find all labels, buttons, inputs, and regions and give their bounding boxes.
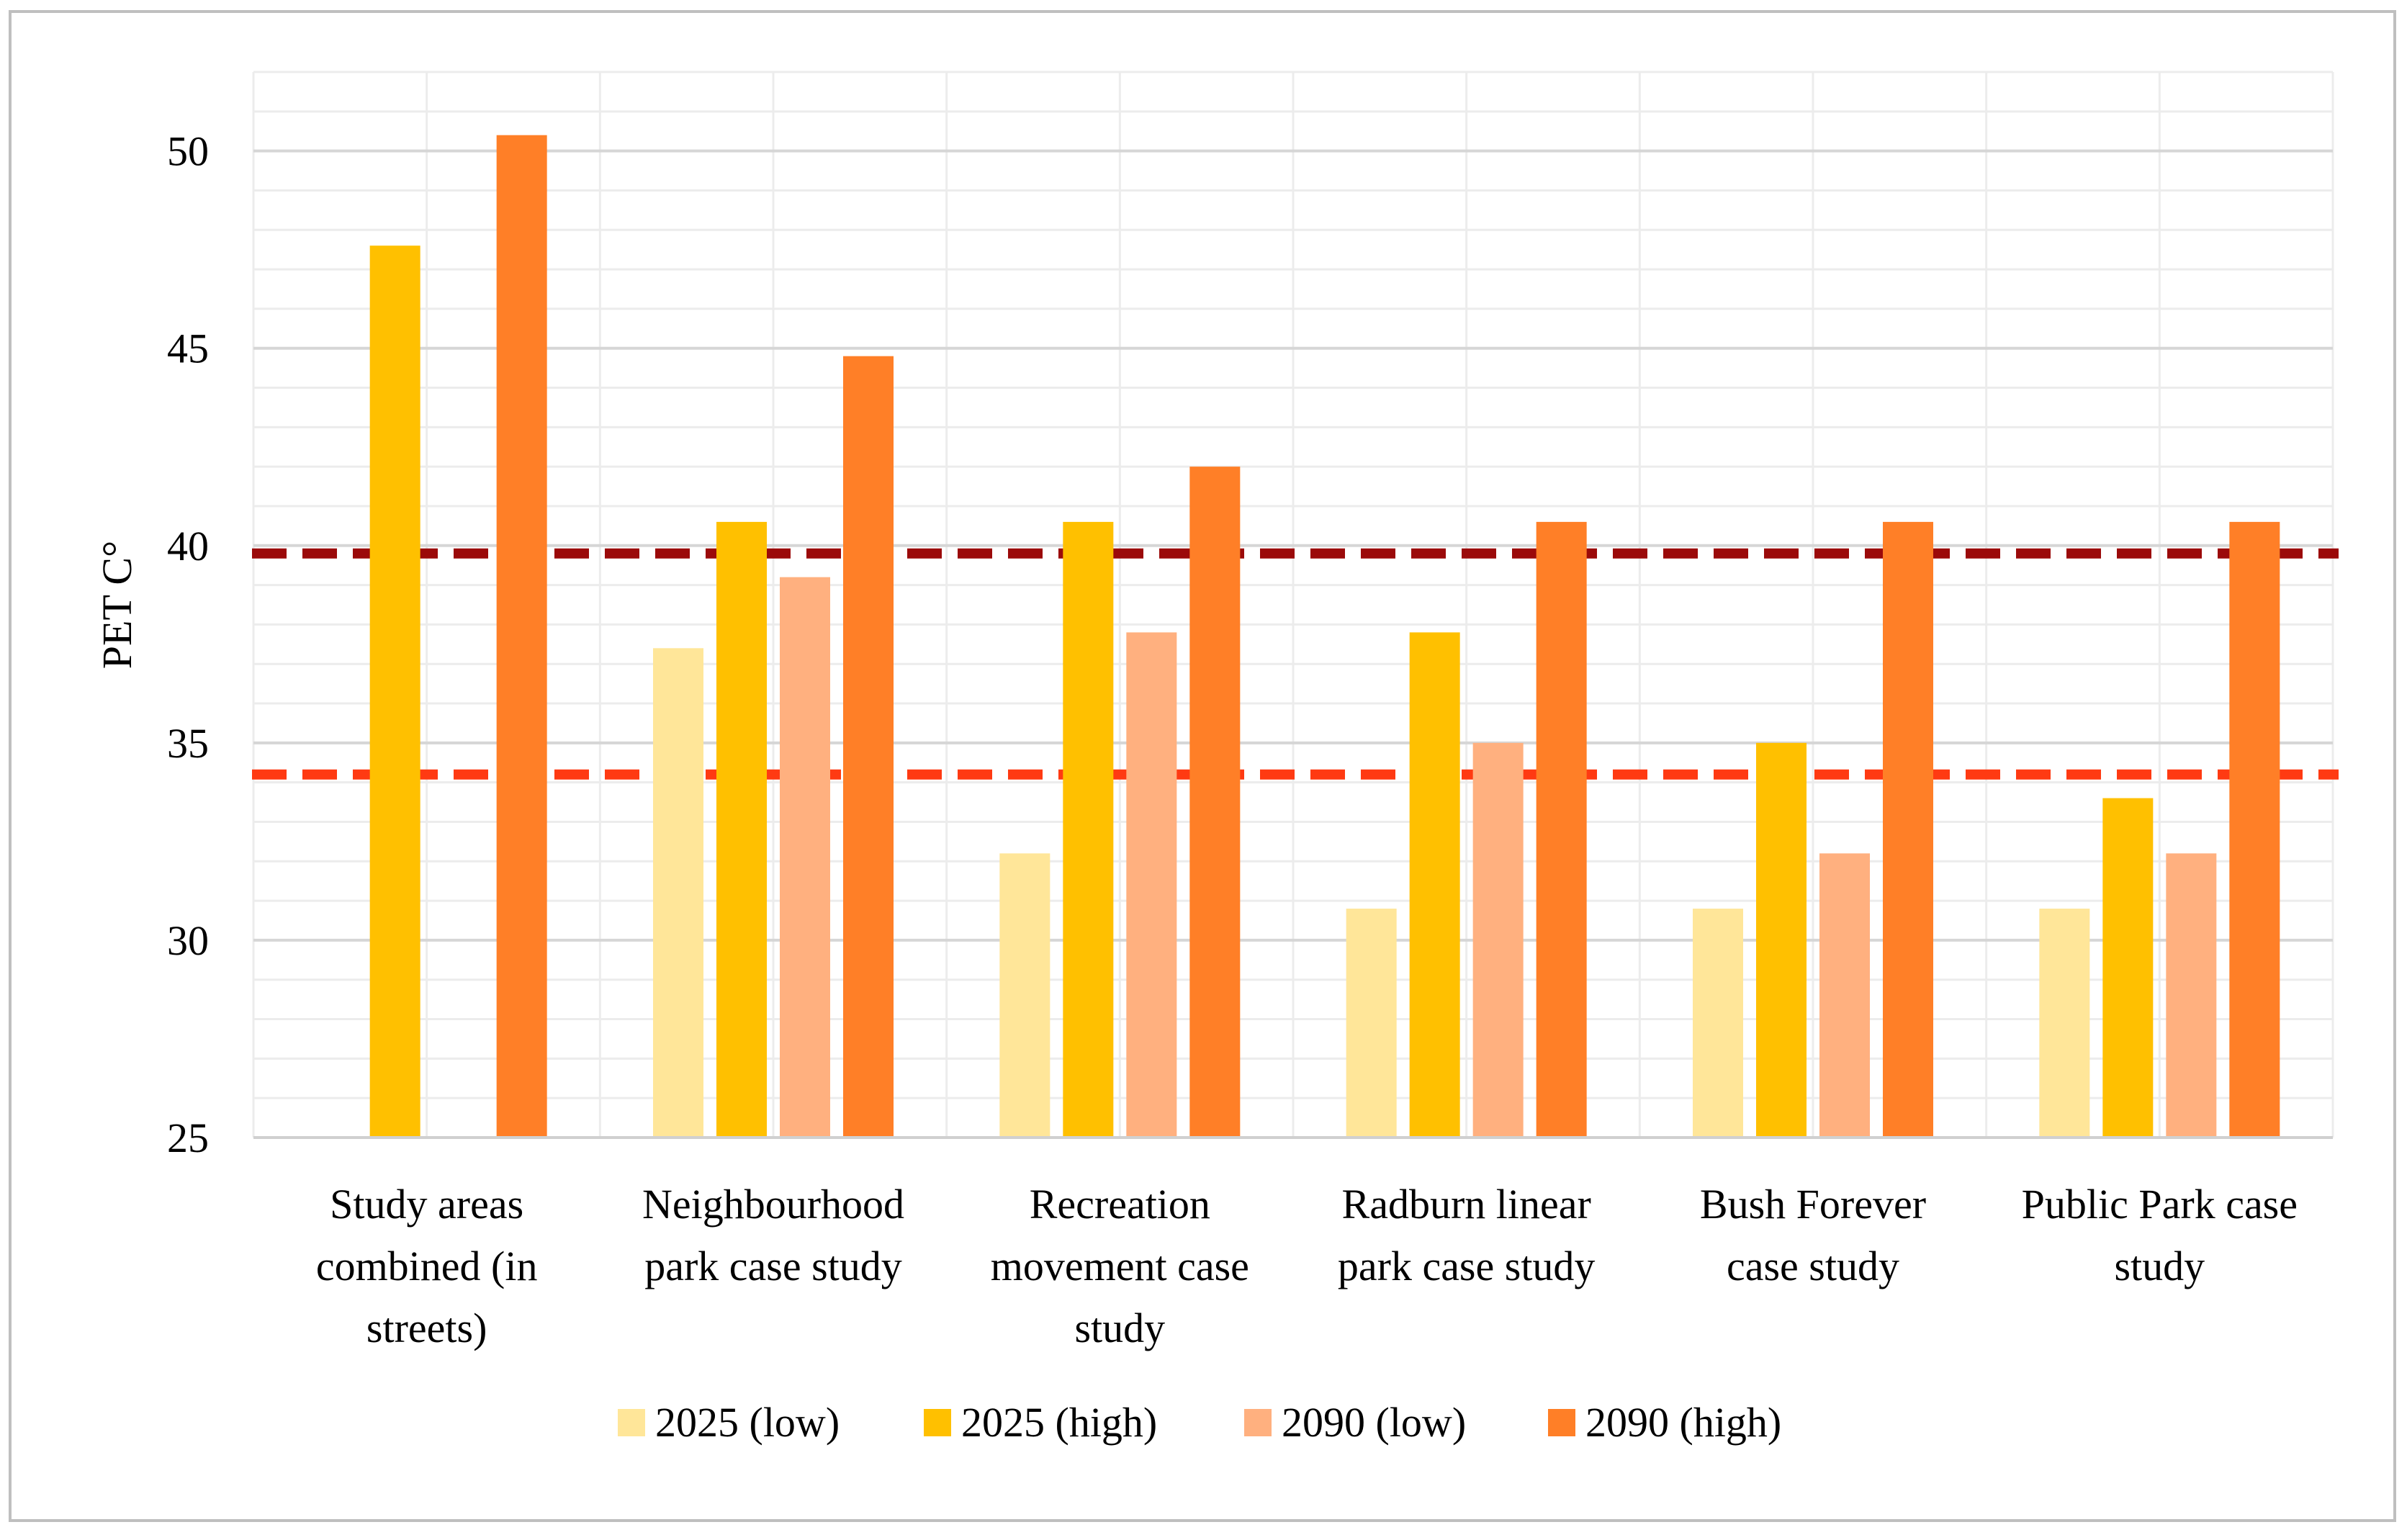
axes: 25 30 35 40 45 50 PET C° Study areas combined (i…: [94, 128, 2333, 1351]
category-label-line: case study: [1727, 1243, 1899, 1289]
legend-item: 2090 (low): [1244, 1399, 1466, 1446]
bar-2090-high-cat-0: [496, 135, 547, 1138]
legend-item: 2025 (high): [924, 1399, 1157, 1446]
category-label: Neighbourhood park case study: [642, 1181, 904, 1289]
category-label-line: study: [1074, 1305, 1165, 1351]
bar-2090-high-cat-4: [1883, 521, 1933, 1138]
category-label-line: combined (in: [316, 1243, 538, 1289]
y-tick-label: 35: [167, 720, 209, 767]
bar-2090-high-cat-3: [1536, 521, 1587, 1138]
category-label-line: movement case: [991, 1243, 1249, 1289]
legend-item: 2090 (high): [1548, 1399, 1781, 1446]
bar-2090-low-cat-2: [1126, 632, 1177, 1138]
category-label: Bush Forever case study: [1700, 1181, 1926, 1289]
legend-label: 2025 (low): [655, 1399, 840, 1446]
legend-label: 2025 (high): [961, 1399, 1157, 1446]
bar-2090-high-cat-1: [843, 356, 894, 1138]
category-label: Radburn linear park case study: [1338, 1181, 1596, 1289]
category-label-line: park case study: [1338, 1243, 1596, 1289]
category-label-line: Radburn linear: [1342, 1181, 1591, 1228]
bar-2090-low-cat-5: [2166, 853, 2217, 1138]
legend-swatch: [1548, 1409, 1575, 1436]
bar-2025-low-cat-1: [653, 648, 703, 1138]
category-label-line: Study areas: [330, 1181, 523, 1228]
bar-2025-low-cat-3: [1346, 909, 1397, 1138]
legend-label: 2090 (high): [1585, 1399, 1781, 1446]
category-label-line: Neighbourhood: [642, 1181, 904, 1228]
legend-item: 2025 (low): [618, 1399, 840, 1446]
category-label: Public Park case study: [2022, 1181, 2298, 1289]
y-tick-label: 45: [167, 325, 209, 372]
category-label-line: Public Park case: [2022, 1181, 2298, 1228]
bar-2090-low-cat-1: [780, 577, 830, 1138]
bar-2025-low-cat-5: [2039, 909, 2090, 1138]
legend-swatch: [1244, 1409, 1272, 1436]
legend-swatch: [618, 1409, 645, 1436]
category-label-line: Bush Forever: [1700, 1181, 1926, 1228]
bar-2025-high-cat-4: [1756, 742, 1807, 1138]
gridlines: [252, 71, 2334, 1138]
reference-lines: [252, 548, 2339, 780]
bar-2090-high-cat-5: [2229, 521, 2280, 1138]
y-tick-label: 30: [167, 917, 209, 964]
bar-2025-high-cat-5: [2102, 798, 2154, 1138]
category-label-line: study: [2114, 1243, 2205, 1289]
category-label-line: streets): [366, 1305, 487, 1351]
category-label-line: Recreation: [1030, 1181, 1210, 1228]
bar-2025-low-cat-2: [999, 853, 1050, 1138]
bar-2025-low-cat-4: [1693, 909, 1743, 1138]
bar-2025-high-cat-3: [1409, 632, 1460, 1138]
bar-2025-high-cat-2: [1063, 521, 1114, 1138]
category-label: Study areas combined (in streets): [316, 1181, 538, 1351]
y-tick-label: 25: [167, 1115, 209, 1161]
bar-2090-high-cat-2: [1189, 467, 1241, 1138]
bars: [369, 135, 2280, 1138]
bar-2025-high-cat-1: [716, 521, 767, 1138]
bar-2090-low-cat-4: [1819, 853, 1870, 1138]
y-tick-label: 40: [167, 523, 209, 569]
y-axis-title: PET C°: [94, 541, 140, 669]
bar-2090-low-cat-3: [1472, 742, 1524, 1138]
bar-2025-high-cat-0: [369, 246, 420, 1138]
category-label: Recreation movement case study: [991, 1181, 1249, 1351]
legend-label: 2090 (low): [1282, 1399, 1466, 1446]
legend-swatch: [924, 1409, 951, 1436]
y-tick-label: 50: [167, 128, 209, 175]
category-label-line: park case study: [644, 1243, 902, 1289]
legend: 2025 (low) 2025 (high) 2090 (low) 2090 (hig…: [618, 1399, 1781, 1446]
